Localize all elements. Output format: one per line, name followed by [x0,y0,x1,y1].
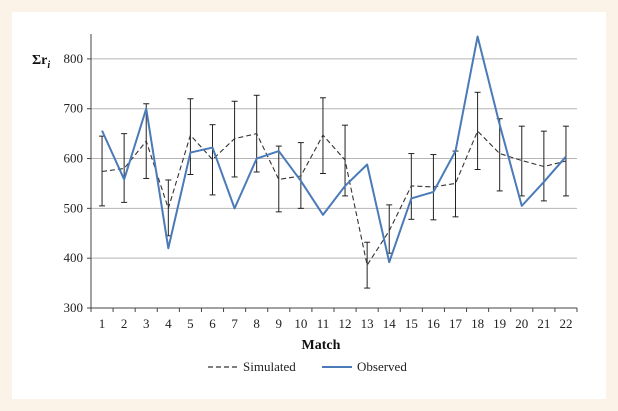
y-tick-label-500: 500 [64,200,84,215]
legend-observed-label: Observed [357,359,407,374]
legend-simulated-label: Simulated [243,359,296,374]
x-tick-label-4: 4 [165,316,172,331]
series-line-observed [101,35,567,264]
x-tick-label-2: 2 [121,316,128,331]
x-tick-label-21: 21 [537,316,550,331]
x-tick-label-13: 13 [361,316,374,331]
x-tick-label-3: 3 [143,316,150,331]
x-tick-label-5: 5 [187,316,194,331]
x-tick-label-8: 8 [253,316,260,331]
series-lines [101,35,567,266]
y-tick-label-800: 800 [64,51,84,66]
y-tick-label-400: 400 [64,250,84,265]
x-tick-label-10: 10 [294,316,307,331]
x-tick-label-1: 1 [99,316,106,331]
x-tick-label-12: 12 [339,316,352,331]
x-tick-label-14: 14 [383,316,397,331]
x-tick-label-19: 19 [493,316,506,331]
x-tick-label-15: 15 [405,316,418,331]
x-tick-label-20: 20 [515,316,528,331]
x-axis-title: Match [302,338,341,353]
series-line-simulated [101,130,567,266]
y-axis-title: Σri [32,53,50,71]
legend: Simulated Observed [208,359,407,374]
x-tick-label-18: 18 [471,316,484,331]
y-tick-label-600: 600 [64,151,84,166]
x-tick-label-16: 16 [427,316,441,331]
x-tick-label-22: 22 [559,316,572,331]
x-tick-label-9: 9 [276,316,283,331]
x-tick-labels: 1 2 3 4 5 6 7 8 9 10 11 12 13 14 15 16 17 18 19 20 21 22 [90,308,578,331]
x-tick-label-17: 17 [449,316,463,331]
x-tick-label-7: 7 [231,316,238,331]
gridlines [87,58,577,309]
y-tick-label-300: 300 [64,300,84,315]
axes [90,34,577,309]
y-tick-label-700: 700 [64,101,84,116]
x-tick-label-11: 11 [317,316,330,331]
y-tick-labels: 300 400 500 600 700 800 [64,51,84,315]
x-tick-label-6: 6 [209,316,216,331]
chart-frame: 300 400 500 600 700 800 1 2 3 4 5 6 7 8 9 10 11 12 13 14 15… [12,12,606,399]
